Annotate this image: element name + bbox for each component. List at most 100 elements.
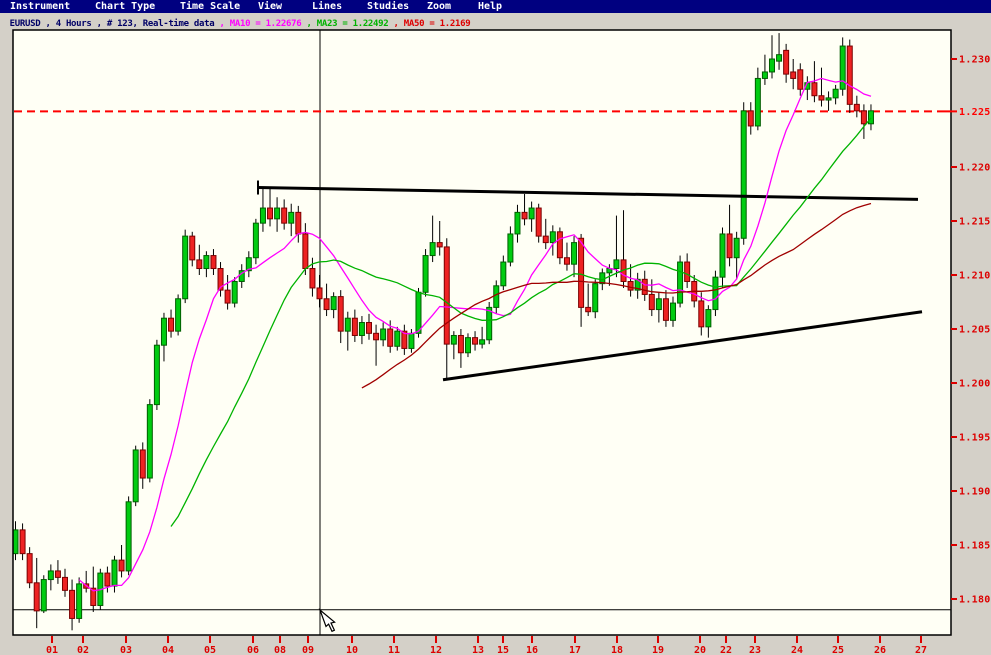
x-axis-label: 26 <box>874 645 886 655</box>
menu-item-lines[interactable]: Lines <box>312 1 343 12</box>
candle-down <box>373 332 380 341</box>
candle-up <box>153 344 160 406</box>
trend-line-2[interactable] <box>442 310 923 382</box>
y-axis-label: 1.2000 <box>959 379 991 390</box>
menu-item-help[interactable]: Help <box>478 1 503 12</box>
x-axis-label: 20 <box>694 645 706 655</box>
candle-up <box>274 207 281 220</box>
candle-up <box>867 110 874 125</box>
candle-down <box>811 82 818 97</box>
candle-down <box>267 207 274 220</box>
candle-down <box>535 207 542 237</box>
y-axis-label: 1.2150 <box>959 217 991 228</box>
candle-down <box>443 246 450 345</box>
candle-down <box>585 306 592 313</box>
x-axis-label: 23 <box>749 645 761 655</box>
candle-up <box>528 207 535 220</box>
ma-value-text: , MA10 = 1.22676 <box>219 19 307 29</box>
candle-down <box>627 280 634 291</box>
candle-down <box>210 255 217 270</box>
menu-item-view[interactable]: View <box>258 1 283 12</box>
x-axis-label: 18 <box>611 645 623 655</box>
x-axis-label: 08 <box>274 645 286 655</box>
menu-item-time-scale[interactable]: Time Scale <box>180 1 241 12</box>
candle-up <box>776 54 783 62</box>
y-axis-label: 1.2300 <box>959 55 991 66</box>
candle-down <box>818 95 825 101</box>
x-axis-label: 24 <box>791 645 803 655</box>
info-bar: EURUSD , 4 Hours , # 123, Real-time data… <box>0 13 991 29</box>
menu-item-chart-type[interactable]: Chart Type <box>95 1 156 12</box>
candle-down <box>302 233 309 270</box>
candle-down <box>542 235 549 244</box>
candle-down <box>662 298 669 321</box>
candle-up <box>705 309 712 328</box>
x-axis-label: 27 <box>915 645 927 655</box>
candle-down <box>846 45 853 105</box>
candle-up <box>613 259 620 270</box>
candle-down <box>19 529 26 555</box>
instrument-status-text: EURUSD , 4 Hours , # 123, Real-time data <box>9 19 220 29</box>
candle-up <box>288 211 295 224</box>
candle-up <box>415 291 422 334</box>
candle-down <box>323 298 330 311</box>
ma-value-text: , MA50 = 1.2169 <box>393 19 471 29</box>
candle-down <box>641 278 648 295</box>
candle-down <box>189 235 196 261</box>
y-axis-label: 1.2100 <box>959 271 991 282</box>
x-axis-label: 09 <box>302 645 314 655</box>
candle-down <box>33 582 40 612</box>
candle-up <box>422 255 429 293</box>
candle-down <box>168 317 175 332</box>
price-marker-label: 1.22515 <box>959 107 991 118</box>
y-axis-label: 1.1900 <box>959 487 991 498</box>
candle-down <box>90 587 97 606</box>
candle-up <box>252 222 259 259</box>
x-axis-label: 22 <box>720 645 732 655</box>
x-axis-label: 16 <box>526 645 538 655</box>
candle-up <box>500 261 507 287</box>
menu-item-zoom[interactable]: Zoom <box>427 1 452 12</box>
candle-down <box>217 268 224 291</box>
x-axis-label: 02 <box>77 645 89 655</box>
candle-down <box>118 559 125 572</box>
candle-up <box>768 58 775 73</box>
candle-down <box>309 268 316 289</box>
candle-up <box>160 317 167 346</box>
candle-down <box>747 110 754 127</box>
x-axis-label: 12 <box>430 645 442 655</box>
menu-bar: Instrument Chart Type Time Scale View Lines S… <box>0 0 991 13</box>
candle-up <box>677 261 684 304</box>
candle-up <box>40 579 47 612</box>
candle-up <box>330 296 337 311</box>
y-axis-label: 1.1850 <box>959 541 991 552</box>
candle-up <box>380 328 387 341</box>
menu-item-instrument[interactable]: Instrument <box>10 1 71 12</box>
candle-up <box>125 501 132 572</box>
candle-down <box>556 231 563 259</box>
candle-up <box>740 110 747 239</box>
candle-up <box>719 233 726 278</box>
menu-item-studies[interactable]: Studies <box>367 1 410 12</box>
candle-up <box>514 211 521 235</box>
x-axis-label: 17 <box>569 645 581 655</box>
x-axis-label: 05 <box>204 645 216 655</box>
x-axis-label: 25 <box>832 645 844 655</box>
candle-down <box>351 317 358 336</box>
candle-up <box>182 235 189 300</box>
ma-value-text: , MA23 = 1.22492 <box>306 19 394 29</box>
candle-up <box>132 449 139 503</box>
candle-up <box>146 404 153 479</box>
candle-down <box>783 49 790 75</box>
candle-up <box>47 570 54 581</box>
candle-up <box>111 559 118 587</box>
x-axis-label: 15 <box>497 645 509 655</box>
x-axis-label: 01 <box>46 645 58 655</box>
candle-down <box>436 242 443 248</box>
candle-up <box>479 339 486 345</box>
y-axis-label: 1.2200 <box>959 163 991 174</box>
candle-down <box>698 300 705 328</box>
candle-down <box>139 449 146 479</box>
mouse-cursor-icon <box>318 608 336 633</box>
candle-up <box>259 207 266 224</box>
